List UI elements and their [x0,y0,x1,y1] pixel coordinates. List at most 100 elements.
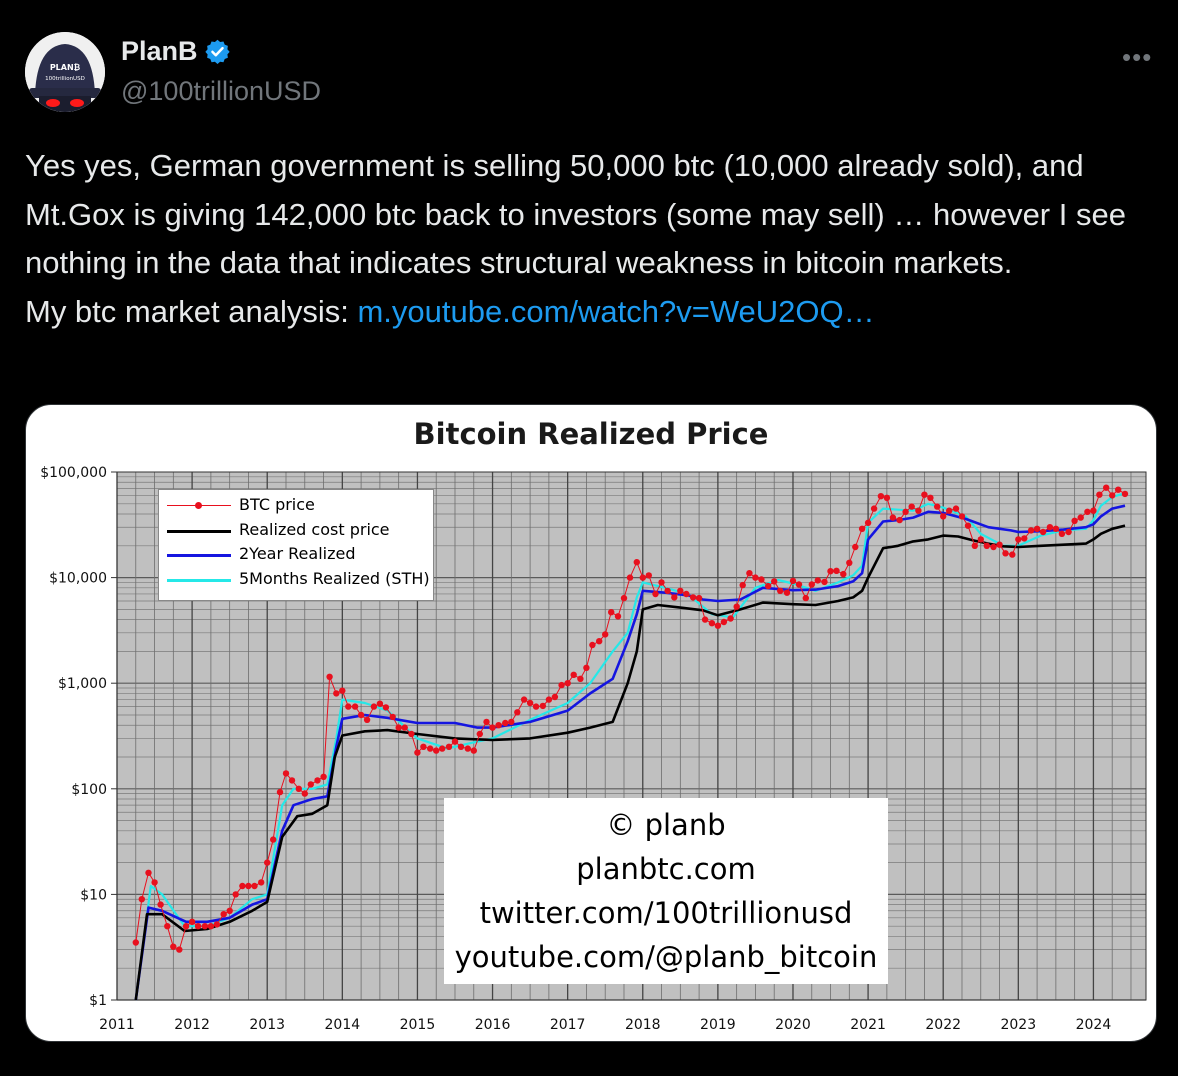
btc-price-point [727,615,734,622]
btc-price-point [577,675,584,682]
btc-price-point [138,896,145,903]
btc-price-point [194,923,202,930]
btc-price-point [520,696,528,703]
btc-price-point [176,946,183,953]
btc-price-point [964,522,972,529]
x-tick-label: 2019 [700,1017,736,1033]
btc-price-point [1027,527,1035,534]
btc-price-point [1109,492,1116,499]
tweet-link[interactable]: m.youtube.com/watch?v=WeU2OQ… [357,293,875,329]
btc-price-point [983,542,990,549]
btc-price-point [295,785,302,792]
x-tick-label: 2015 [400,1017,436,1033]
tweet-body: Yes yes, German government is selling 50… [25,148,1126,280]
btc-price-point [382,704,390,711]
btc-price-point [545,696,553,703]
btc-price-point [921,491,928,498]
x-tick-label: 2014 [325,1017,361,1033]
y-tick-label: $10 [80,887,107,903]
btc-price-point [508,718,515,726]
btc-price-point [213,921,221,928]
more-options-icon[interactable]: ••• [1122,42,1153,72]
btc-price-point [626,574,634,581]
legend-swatch-2year [167,554,231,557]
legend-marker-btc-price [195,502,202,509]
btc-price-point [1115,486,1122,493]
btc-price-point [457,743,465,750]
btc-price-point [301,790,308,797]
btc-price-point [564,680,571,687]
btc-price-point [908,503,915,510]
btc-price-point [752,574,759,581]
btc-price-point [439,745,446,752]
x-tick-label: 2021 [850,1017,886,1033]
btc-price-point [821,578,828,586]
btc-price-point [789,577,797,585]
btc-price-point [808,581,815,588]
btc-price-point [414,749,421,756]
btc-price-point [833,567,840,574]
btc-price-point [1090,507,1097,514]
btc-price-point [971,542,978,549]
btc-price-point [765,582,772,590]
btc-price-point [326,673,333,680]
btc-price-point [188,918,196,925]
btc-price-point [157,901,164,908]
btc-price-point [1077,514,1084,521]
btc-price-point [1039,528,1047,536]
btc-price-point [558,681,565,689]
btc-price-point [551,693,559,701]
btc-price-point [201,923,209,930]
btc-price-point [952,505,960,512]
btc-price-point [182,923,190,930]
btc-price-point [870,505,878,512]
btc-price-point [915,507,922,514]
avatar-image: PLAN₿ 100trillionUSD [25,32,105,112]
btc-price-point [1009,551,1016,558]
btc-price-point [376,700,384,707]
btc-price-point [614,613,622,620]
btc-price-point [814,577,821,584]
btc-price-point [514,709,521,716]
btc-price-point [733,603,740,610]
btc-price-point [420,743,427,750]
btc-price-point [339,687,346,694]
btc-price-point [276,788,284,796]
btc-price-point [314,777,321,784]
btc-price-point [451,738,459,745]
btc-price-point [258,879,265,886]
avatar-text-top: PLAN₿ [50,63,81,72]
btc-price-point [758,576,765,583]
btc-price-point [639,574,646,581]
author-handle[interactable]: @100trillionUSD [121,76,321,106]
btc-price-point [464,745,471,752]
btc-price-point [132,939,139,946]
tweet-media-chart[interactable]: Bitcoin Realized Price $1 $10 $100 $1,000 $1… [25,404,1157,1042]
x-tick-label: 2024 [1076,1017,1112,1033]
verified-badge-icon[interactable] [204,38,231,65]
btc-price-point [320,773,327,780]
btc-price-point [151,879,158,886]
btc-price-point [539,702,547,710]
y-tick-label: $100,000 [40,465,107,481]
btc-price-point [720,618,728,626]
btc-price-point [783,589,791,596]
btc-price-point [1058,530,1066,537]
btc-price-point [207,923,215,930]
btc-price-point [288,777,296,784]
btc-price-point [1103,484,1110,491]
btc-price-point [658,579,665,586]
btc-price-point [1002,550,1009,557]
btc-price-point [445,743,453,750]
btc-price-point [495,722,502,729]
x-tick-label: 2016 [475,1017,511,1033]
avatar[interactable]: PLAN₿ 100trillionUSD [25,32,105,112]
btc-price-point [1121,490,1129,498]
btc-price-point [1084,508,1091,515]
author-name[interactable]: PlanB [121,36,198,66]
y-tick-label: $100 [71,782,107,798]
btc-price-point [145,869,152,876]
analysis-prefix: My btc market analysis: [25,293,358,329]
btc-price-point [739,581,746,589]
btc-price-point [877,493,885,500]
